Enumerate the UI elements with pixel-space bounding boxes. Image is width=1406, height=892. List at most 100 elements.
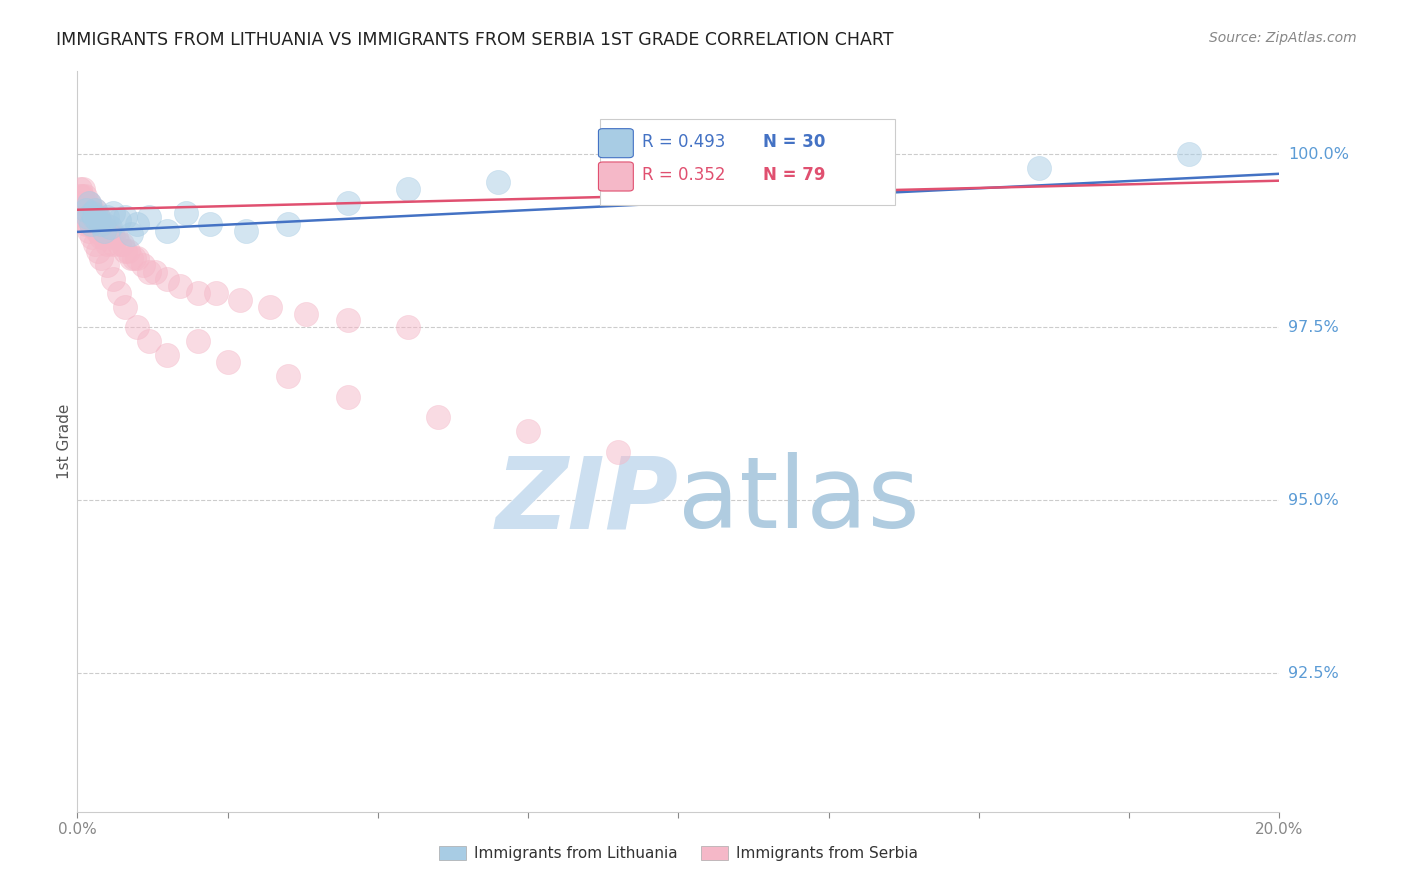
Point <box>83 210 105 224</box>
Text: N = 79: N = 79 <box>762 166 825 184</box>
Point <box>336 313 359 327</box>
Point <box>186 334 209 349</box>
Point <box>73 189 96 203</box>
Text: 100.0%: 100.0% <box>1288 147 1348 161</box>
Point <box>156 348 179 362</box>
Point <box>277 368 299 383</box>
Point <box>336 390 359 404</box>
Point <box>138 334 160 349</box>
Point <box>1028 161 1050 176</box>
Point <box>77 195 100 210</box>
Point <box>120 227 142 241</box>
Point <box>72 195 94 210</box>
Point <box>82 206 104 220</box>
Point <box>517 424 540 438</box>
Point <box>79 195 101 210</box>
Y-axis label: 1st Grade: 1st Grade <box>56 404 72 479</box>
Point <box>103 206 125 220</box>
Point <box>75 202 97 217</box>
Text: 95.0%: 95.0% <box>1288 493 1339 508</box>
Point <box>607 445 630 459</box>
Point <box>86 210 108 224</box>
Point <box>79 217 101 231</box>
Point <box>72 182 94 196</box>
Legend: Immigrants from Lithuania, Immigrants from Serbia: Immigrants from Lithuania, Immigrants fr… <box>433 839 924 867</box>
Point <box>90 217 112 231</box>
Point <box>96 223 118 237</box>
Point <box>108 213 131 227</box>
Point <box>259 300 281 314</box>
Point <box>87 210 110 224</box>
Text: N = 30: N = 30 <box>762 133 825 151</box>
Point <box>79 223 101 237</box>
Point <box>93 217 115 231</box>
Point <box>79 217 101 231</box>
Point <box>90 251 112 265</box>
Point <box>127 320 149 334</box>
Point <box>103 230 125 244</box>
Point <box>111 237 134 252</box>
Point <box>79 195 101 210</box>
Point <box>217 355 239 369</box>
Point <box>127 217 149 231</box>
Text: ZIP: ZIP <box>495 452 679 549</box>
Point <box>93 230 115 244</box>
Point <box>73 202 96 217</box>
Point <box>186 285 209 300</box>
Point <box>169 278 191 293</box>
Point <box>100 223 122 237</box>
Point <box>156 272 179 286</box>
Point <box>138 210 160 224</box>
Point <box>79 217 101 231</box>
Point <box>96 258 118 272</box>
Point <box>108 285 131 300</box>
Point <box>87 244 110 259</box>
Point <box>198 217 221 231</box>
Point <box>70 189 93 203</box>
Point <box>105 230 128 244</box>
Point <box>79 210 101 224</box>
Point <box>294 306 316 320</box>
Point <box>132 258 155 272</box>
Point <box>114 300 136 314</box>
Point <box>100 220 122 235</box>
Point <box>114 210 136 224</box>
Point <box>83 210 105 224</box>
Point <box>84 237 107 252</box>
Point <box>70 195 93 210</box>
Point <box>96 237 118 252</box>
Point <box>77 210 100 224</box>
Point <box>127 251 149 265</box>
Point <box>114 244 136 259</box>
Point <box>91 223 114 237</box>
Text: R = 0.352: R = 0.352 <box>643 166 725 184</box>
Point <box>103 272 125 286</box>
Point <box>336 195 359 210</box>
Point <box>486 175 509 189</box>
Point <box>668 168 690 182</box>
Point <box>72 202 94 217</box>
Point <box>82 202 104 217</box>
Point <box>75 210 97 224</box>
Point <box>82 217 104 231</box>
Point <box>69 189 91 203</box>
Point <box>90 217 112 231</box>
Point <box>89 217 111 231</box>
Text: IMMIGRANTS FROM LITHUANIA VS IMMIGRANTS FROM SERBIA 1ST GRADE CORRELATION CHART: IMMIGRANTS FROM LITHUANIA VS IMMIGRANTS … <box>56 31 894 49</box>
Text: atlas: atlas <box>679 452 920 549</box>
Point <box>87 223 110 237</box>
Point <box>156 223 179 237</box>
Point <box>87 210 110 224</box>
Text: 97.5%: 97.5% <box>1288 320 1339 334</box>
Point <box>93 223 115 237</box>
Point <box>75 202 97 217</box>
Point <box>96 210 118 224</box>
Point <box>120 251 142 265</box>
Point <box>79 202 101 217</box>
Text: Source: ZipAtlas.com: Source: ZipAtlas.com <box>1209 31 1357 45</box>
Point <box>277 217 299 231</box>
Point <box>84 202 107 217</box>
Point <box>84 202 107 217</box>
Point <box>108 237 131 252</box>
Point <box>90 230 112 244</box>
